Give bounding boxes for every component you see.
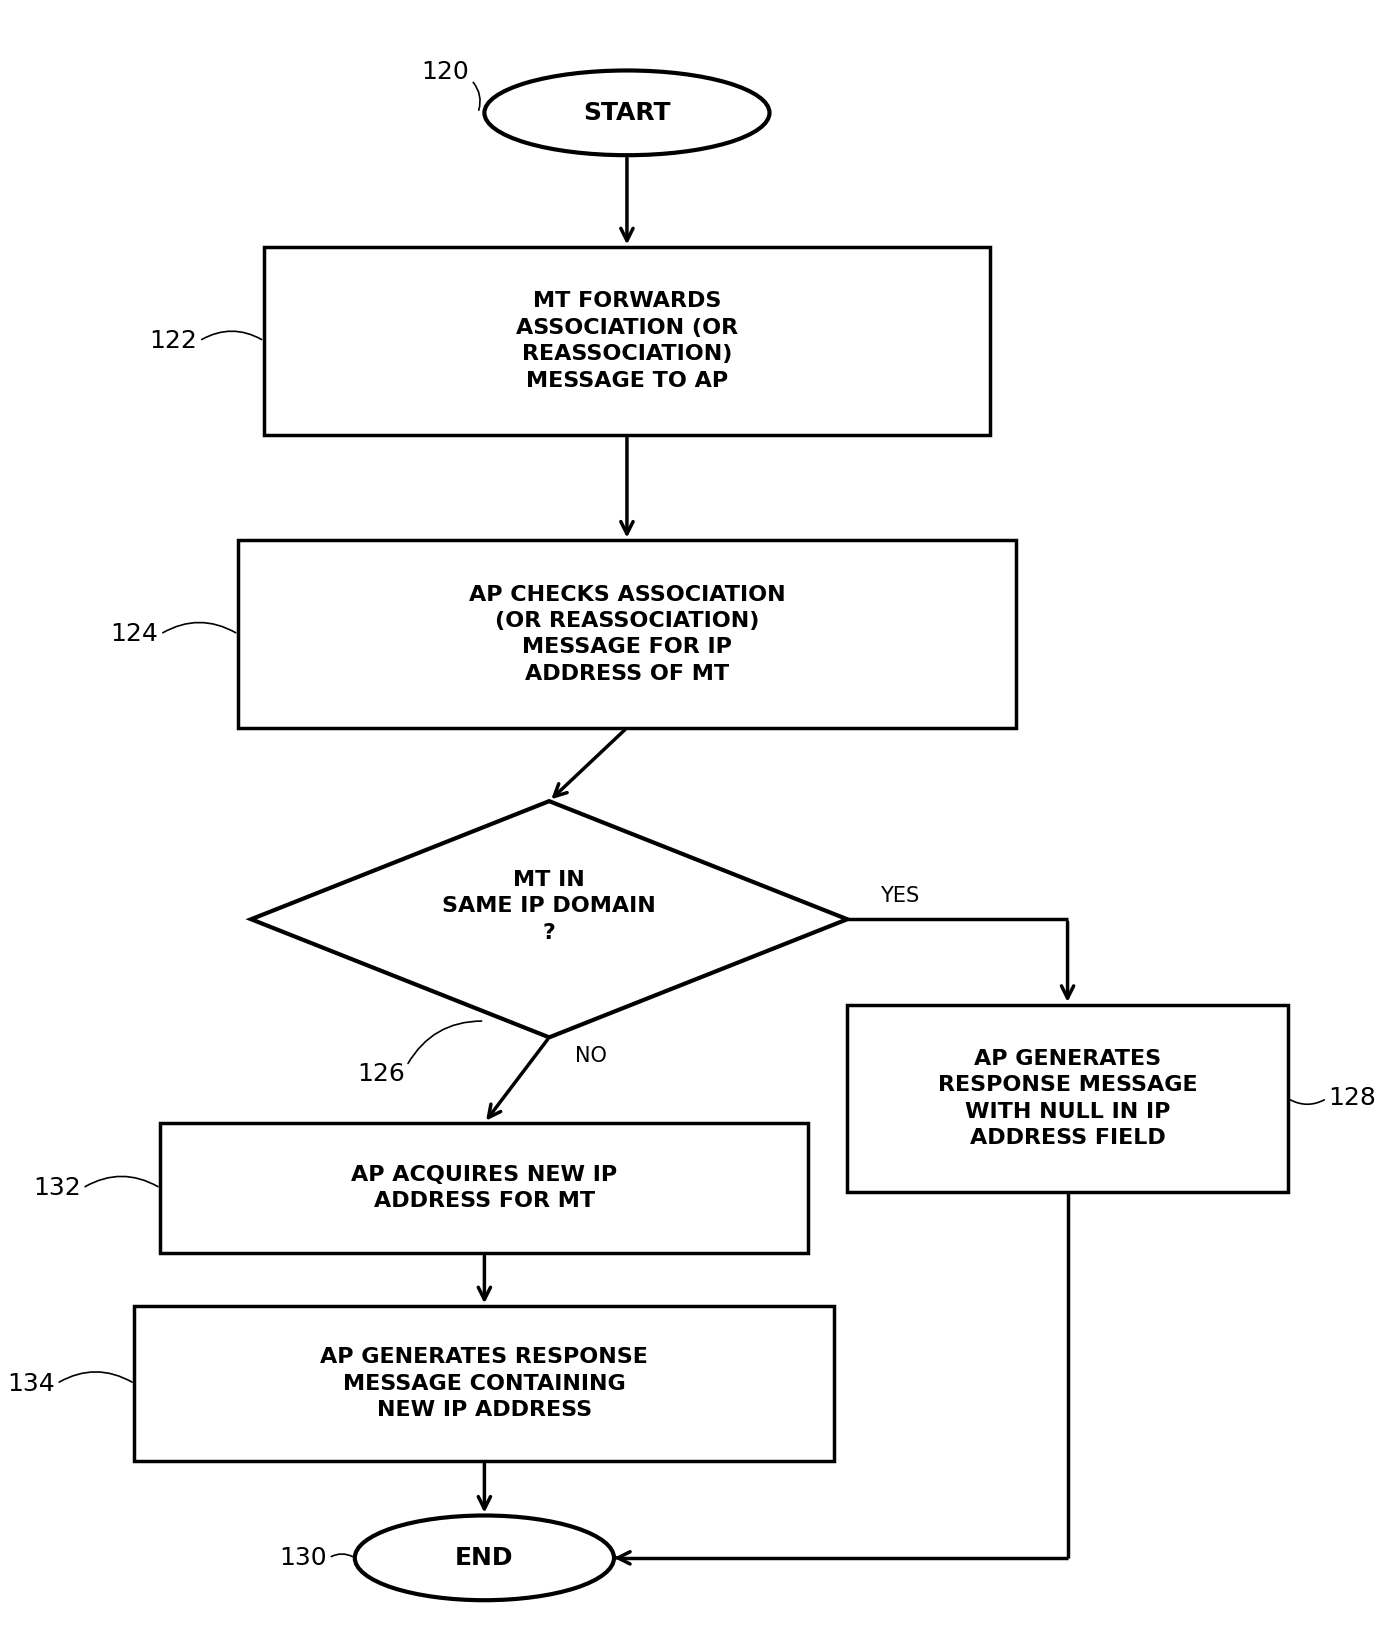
Text: AP ACQUIRES NEW IP
ADDRESS FOR MT: AP ACQUIRES NEW IP ADDRESS FOR MT xyxy=(352,1165,618,1211)
Text: 120: 120 xyxy=(422,61,469,84)
Text: 130: 130 xyxy=(279,1546,327,1569)
Text: 124: 124 xyxy=(110,623,159,646)
Text: 128: 128 xyxy=(1329,1086,1376,1111)
Text: MT FORWARDS
ASSOCIATION (OR
REASSOCIATION)
MESSAGE TO AP: MT FORWARDS ASSOCIATION (OR REASSOCIATIO… xyxy=(516,291,738,391)
Text: 126: 126 xyxy=(357,1061,404,1086)
Text: 134: 134 xyxy=(7,1372,55,1395)
Text: YES: YES xyxy=(880,886,918,907)
Text: AP GENERATES
RESPONSE MESSAGE
WITH NULL IN IP
ADDRESS FIELD: AP GENERATES RESPONSE MESSAGE WITH NULL … xyxy=(938,1048,1197,1148)
Text: 122: 122 xyxy=(149,329,197,353)
Bar xyxy=(160,1122,808,1254)
Text: START: START xyxy=(583,100,670,125)
Text: 132: 132 xyxy=(33,1176,80,1199)
Text: AP GENERATES RESPONSE
MESSAGE CONTAINING
NEW IP ADDRESS: AP GENERATES RESPONSE MESSAGE CONTAINING… xyxy=(320,1347,648,1420)
Text: END: END xyxy=(455,1546,513,1569)
Text: AP CHECKS ASSOCIATION
(OR REASSOCIATION)
MESSAGE FOR IP
ADDRESS OF MT: AP CHECKS ASSOCIATION (OR REASSOCIATION)… xyxy=(469,585,785,683)
Bar xyxy=(135,1306,834,1461)
Bar xyxy=(265,246,990,435)
Bar xyxy=(239,541,1016,728)
Bar xyxy=(847,1006,1288,1193)
Text: NO: NO xyxy=(575,1045,607,1066)
Text: MT IN
SAME IP DOMAIN
?: MT IN SAME IP DOMAIN ? xyxy=(443,869,656,943)
